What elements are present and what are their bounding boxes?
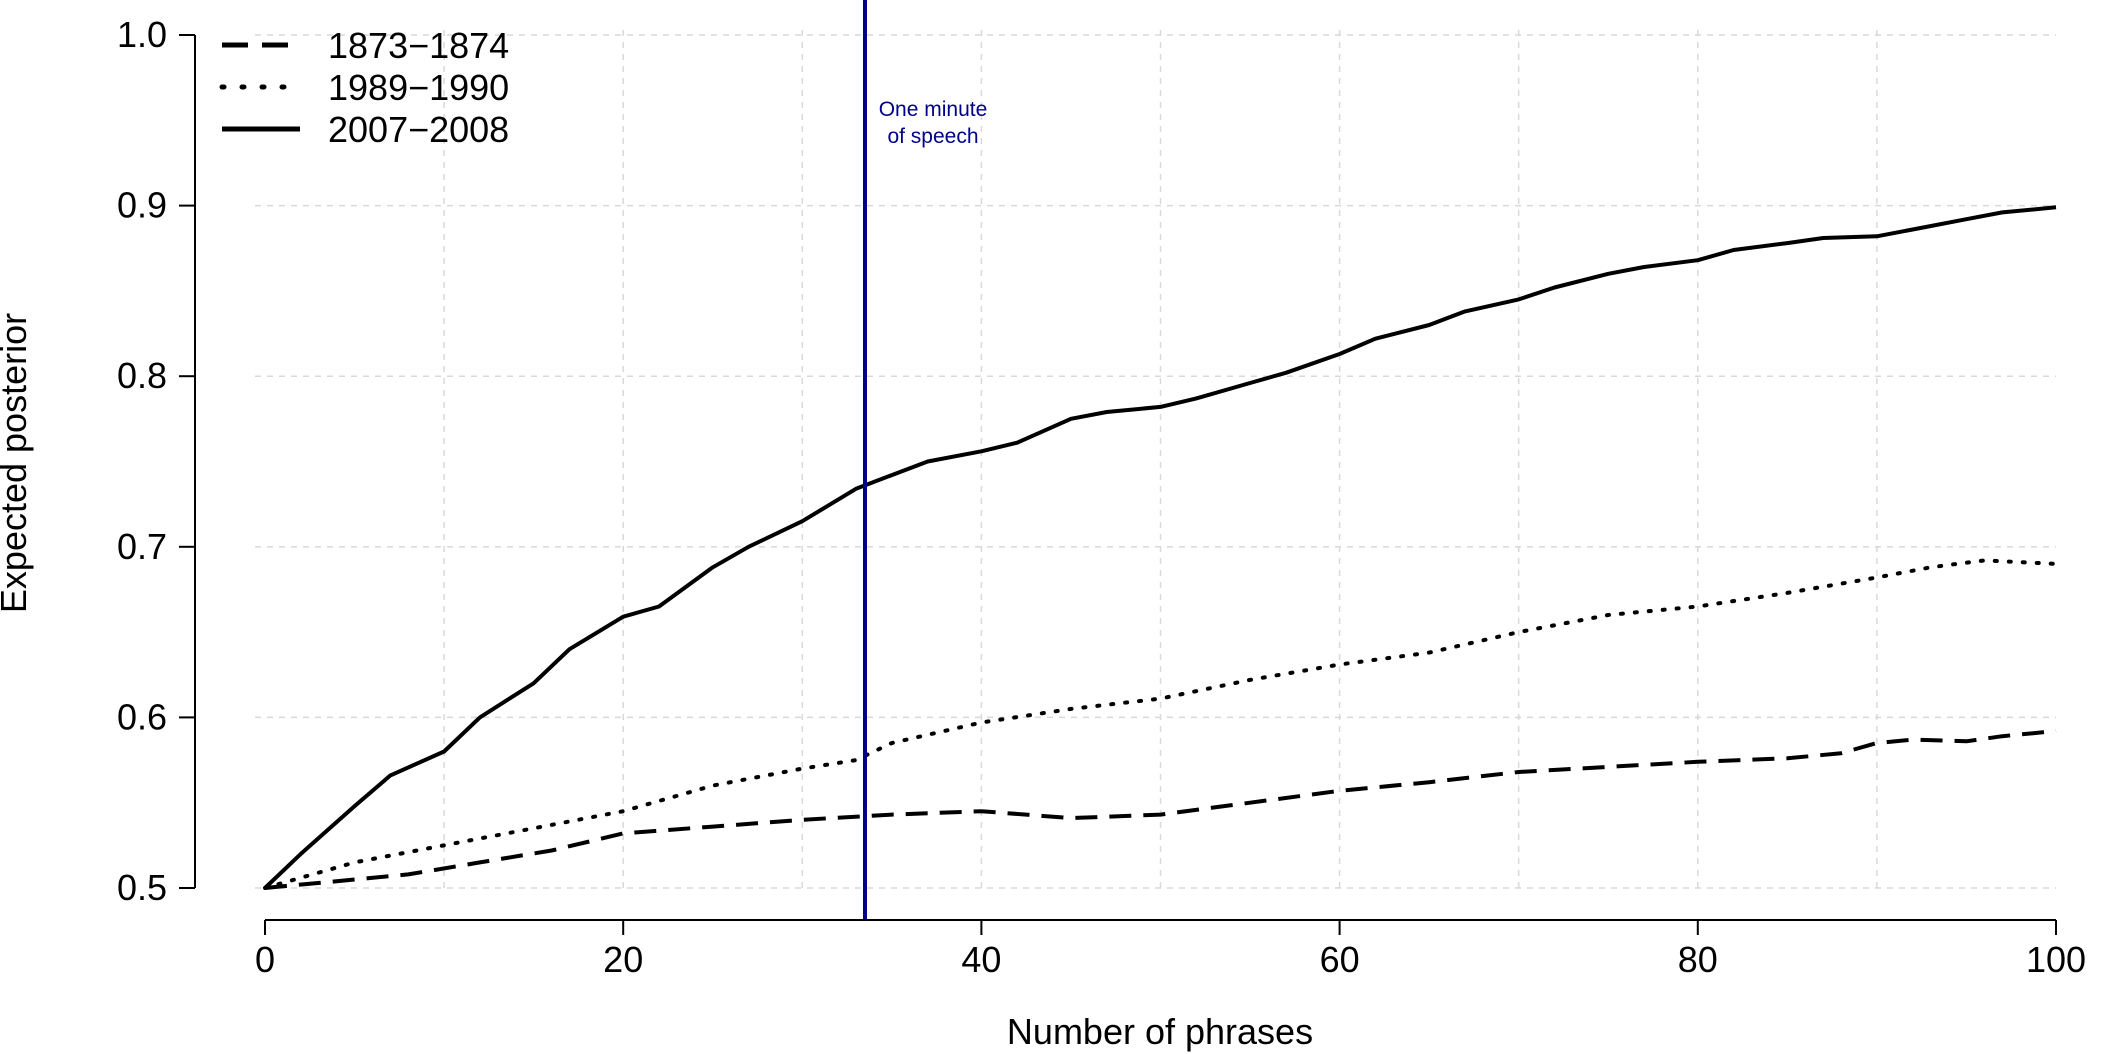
y-tick-label: 0.9 bbox=[117, 185, 167, 226]
x-axis: 0 20 40 60 80 100 bbox=[255, 919, 2086, 980]
legend-label: 1873−1874 bbox=[328, 25, 509, 66]
one-minute-marker: One minute of speech bbox=[862, 0, 988, 920]
annotation-line: One minute bbox=[879, 98, 988, 121]
grid-lines bbox=[255, 30, 2056, 893]
x-axis-title: Number of phrases bbox=[1007, 1011, 1313, 1052]
y-tick-label: 0.7 bbox=[117, 526, 167, 567]
x-tick-label: 100 bbox=[2026, 939, 2086, 980]
y-tick-label: 0.8 bbox=[117, 355, 167, 396]
x-tick-label: 60 bbox=[1320, 939, 1360, 980]
y-tick-label: 1.0 bbox=[117, 14, 167, 55]
series-line-solid bbox=[263, 205, 2057, 890]
legend-label: 1989−1990 bbox=[328, 67, 509, 108]
y-axis-title: Expected posterior bbox=[0, 313, 34, 613]
x-tick-label: 40 bbox=[961, 939, 1001, 980]
series-line-dotted bbox=[263, 558, 2058, 890]
y-tick-label: 0.5 bbox=[117, 867, 167, 908]
x-tick-label: 0 bbox=[255, 939, 275, 980]
y-tick-label: 0.6 bbox=[117, 696, 167, 737]
x-tick-label: 20 bbox=[603, 939, 643, 980]
annotation-line: of speech bbox=[887, 125, 978, 148]
x-tick-label: 80 bbox=[1678, 939, 1718, 980]
series-line-dashed bbox=[264, 729, 2057, 890]
y-axis: 0.5 0.6 0.7 0.8 0.9 1.0 bbox=[117, 14, 196, 908]
legend-label: 2007−2008 bbox=[328, 109, 509, 150]
series-lines bbox=[263, 205, 2058, 890]
